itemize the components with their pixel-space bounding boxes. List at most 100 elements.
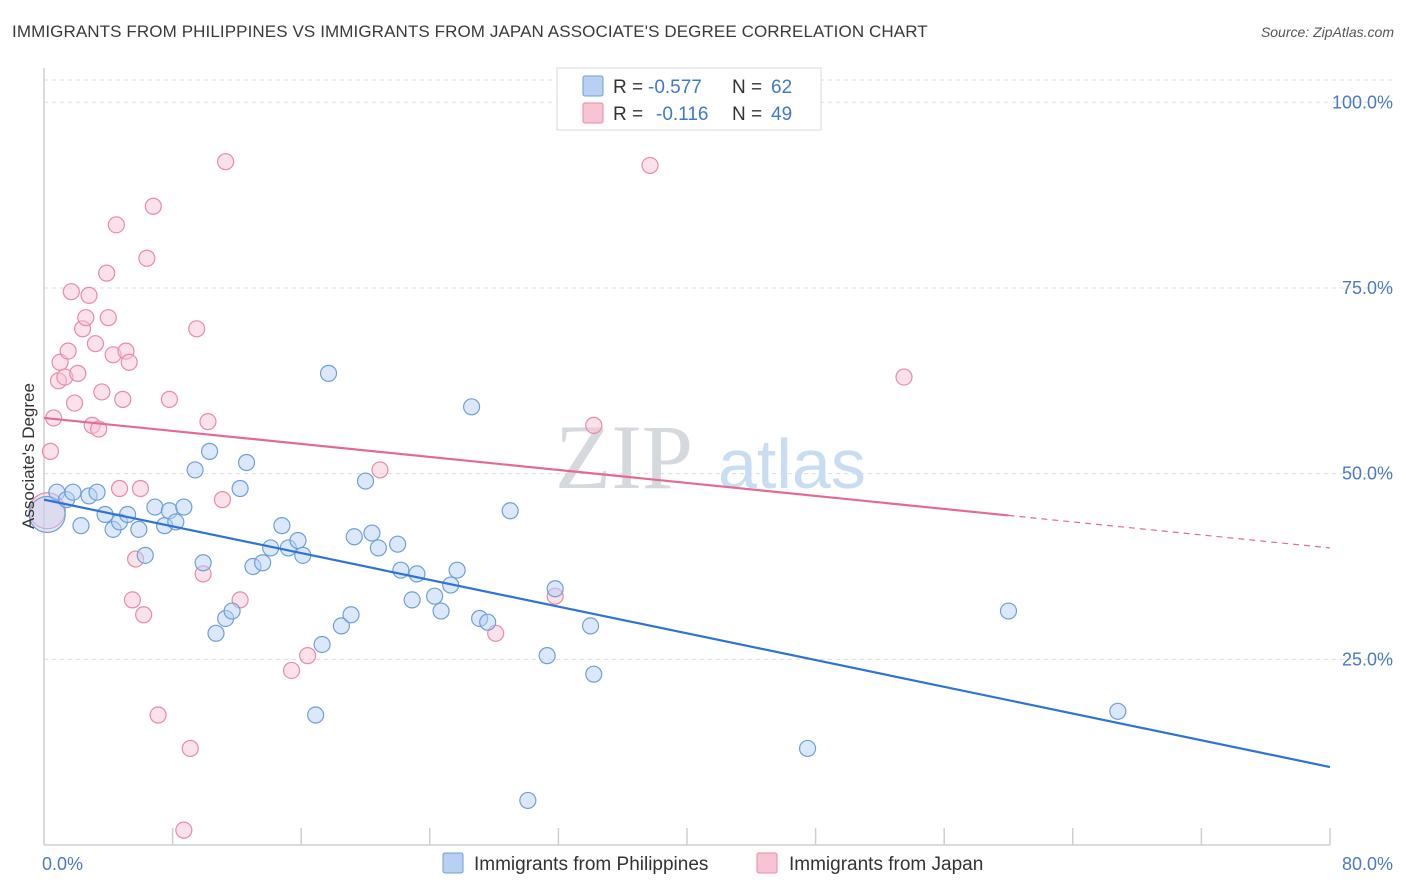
y-tick-labels: 25.0% 50.0% 75.0% 100.0% (1332, 92, 1393, 669)
data-point-japan (371, 461, 389, 479)
data-point-japan (135, 606, 153, 624)
data-point-philippines (426, 587, 444, 605)
data-point-philippines (313, 635, 331, 654)
data-point-japan (181, 739, 199, 758)
chart-source: Source: ZipAtlas.com (1260, 24, 1394, 40)
chart-title: IMMIGRANTS FROM PHILIPPINES VS IMMIGRANT… (12, 22, 928, 41)
legend-r-label-2: R = (613, 104, 643, 125)
data-point-japan (77, 309, 95, 327)
series-japan-points (28, 153, 913, 839)
data-point-philippines (130, 520, 148, 538)
data-point-japan (99, 309, 117, 327)
data-point-japan (144, 197, 162, 215)
data-point-philippines (136, 546, 154, 564)
data-point-philippines (207, 624, 225, 642)
data-point-japan (131, 479, 150, 498)
data-point-japan (59, 342, 77, 360)
x-tick-label-max: 80.0% (1342, 854, 1393, 874)
x-tick-label-min: 0.0% (42, 854, 83, 874)
data-point-japan (110, 479, 129, 498)
data-point-philippines (88, 483, 106, 501)
data-point-philippines (273, 517, 291, 535)
data-point-philippines (501, 502, 519, 520)
series-legend-label-philippines: Immigrants from Philippines (474, 854, 708, 875)
y-tick-label: 100.0% (1332, 92, 1393, 112)
data-point-philippines (585, 665, 603, 683)
data-point-japan (138, 249, 156, 267)
data-point-philippines (342, 606, 360, 624)
data-point-japan (80, 286, 98, 304)
data-point-philippines (519, 791, 537, 810)
data-point-philippines (432, 602, 450, 620)
series-legend-swatch-philippines (442, 852, 464, 874)
legend-r-label-1: R = (613, 77, 643, 98)
trend-line-philippines (43, 498, 1331, 769)
series-legend-swatch-japan (756, 852, 778, 874)
data-point-philippines (332, 617, 350, 635)
data-point-japan (86, 335, 105, 353)
data-point-japan (69, 364, 87, 382)
data-point-philippines (175, 498, 193, 516)
data-point-japan (114, 390, 132, 408)
data-point-japan (217, 153, 235, 171)
data-point-philippines (999, 602, 1018, 620)
data-point-philippines (254, 554, 272, 572)
watermark-atlas: atlas (718, 425, 866, 503)
grid-lines (44, 79, 1392, 660)
y-tick-label: 50.0% (1342, 464, 1393, 484)
data-point-japan (175, 821, 193, 839)
legend-n-value-2: 49 (771, 104, 792, 125)
trend-lines (43, 416, 1331, 769)
data-point-japan (895, 368, 913, 386)
data-point-japan (641, 156, 659, 175)
data-point-japan (585, 416, 603, 434)
data-point-philippines (28, 495, 66, 534)
data-point-philippines (345, 528, 363, 546)
data-point-philippines (237, 453, 256, 472)
data-point-japan (123, 591, 142, 609)
data-point-philippines (479, 613, 497, 631)
data-point-japan (98, 264, 116, 282)
legend-n-value-1: 62 (771, 77, 792, 98)
data-point-japan (299, 647, 317, 665)
data-point-japan (41, 442, 60, 460)
data-point-philippines (403, 591, 421, 609)
data-point-japan (65, 394, 84, 412)
data-point-japan (282, 661, 301, 680)
data-point-philippines (369, 539, 387, 557)
legend-r-value-2: -0.116 (656, 104, 708, 125)
trend-line-japan-extension (1008, 514, 1331, 549)
data-point-philippines (146, 498, 164, 516)
data-point-philippines (389, 535, 407, 553)
data-point-philippines (448, 561, 466, 579)
data-point-japan (93, 383, 111, 401)
legend-n-label-2: N = (732, 104, 762, 125)
data-point-philippines (798, 739, 817, 758)
y-axis-label: Associate's Degree (19, 383, 38, 529)
data-point-japan (188, 320, 206, 338)
data-point-philippines (223, 602, 241, 620)
data-point-japan (149, 706, 167, 724)
data-point-japan (120, 353, 138, 371)
stats-legend: R = -0.577 N = 62 R = -0.116 N = 49 (556, 67, 822, 131)
data-point-philippines (581, 617, 600, 635)
data-point-philippines (231, 479, 249, 498)
data-point-philippines (319, 364, 338, 382)
watermark: ZIP atlas (555, 406, 866, 508)
watermark-zip: ZIP (555, 406, 693, 508)
trend-line-japan (43, 416, 1009, 517)
data-point-japan (62, 283, 80, 301)
series-philippines-points (28, 364, 1127, 810)
data-point-philippines (307, 706, 325, 724)
data-point-japan (90, 420, 108, 438)
data-point-philippines (1109, 702, 1127, 720)
data-point-japan (213, 491, 232, 509)
data-point-philippines (462, 398, 481, 416)
data-point-philippines (186, 461, 204, 479)
x-tick-labels: 0.0% 80.0% (42, 854, 1393, 874)
legend-n-label-1: N = (732, 77, 762, 98)
data-point-japan (160, 390, 178, 408)
legend-swatch-japan (582, 102, 604, 124)
data-point-philippines (289, 531, 307, 550)
